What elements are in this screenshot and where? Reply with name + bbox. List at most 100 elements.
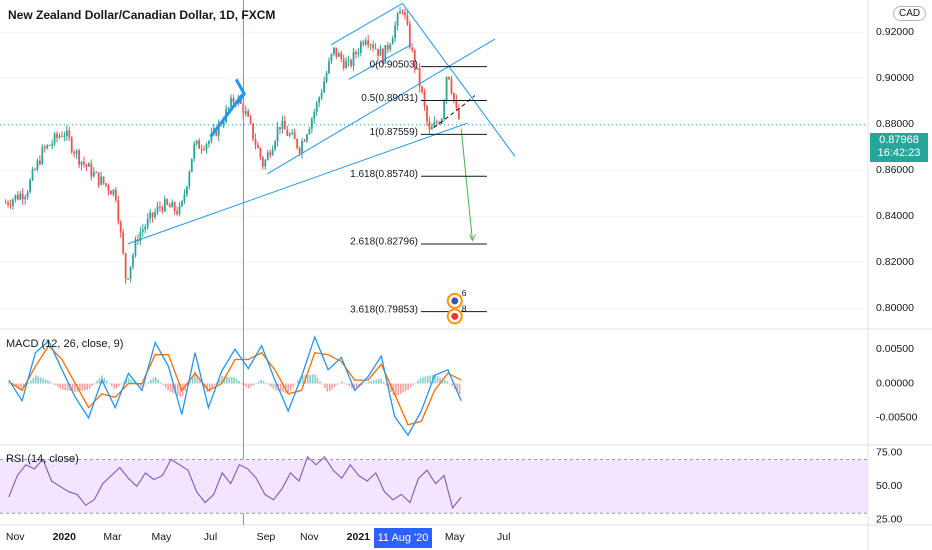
macd-histogram-bar — [422, 377, 424, 384]
candle-body — [124, 253, 127, 279]
macd-histogram-bar — [444, 379, 446, 384]
candle-body — [65, 130, 68, 136]
macd-histogram-bar — [306, 374, 309, 384]
rising-trendline[interactable] — [267, 38, 496, 175]
candle-body — [337, 53, 340, 57]
candle-body — [21, 193, 24, 200]
currency-badge[interactable]: CAD — [893, 6, 927, 21]
candle-body — [95, 172, 98, 174]
macd-pane[interactable]: 0.00500 0.00000 -0.00500 — [8, 335, 918, 437]
candle-body — [325, 73, 328, 82]
macd-histogram-bar — [319, 381, 321, 384]
rsi-label[interactable]: RSI (14, close) — [6, 453, 79, 465]
candle-body — [411, 47, 414, 51]
candle-body — [198, 140, 201, 149]
rsi-tick-label: 75.00 — [876, 447, 902, 459]
candle-body — [144, 226, 147, 230]
downtrend-line[interactable] — [402, 3, 516, 157]
momentum-arrow-head[interactable] — [234, 78, 247, 105]
candle-body — [178, 205, 181, 215]
candle-body — [63, 135, 66, 137]
candle-body — [80, 161, 83, 165]
candle-body — [7, 202, 9, 205]
candle-body — [249, 116, 252, 124]
candle-body — [450, 79, 453, 94]
macd-histogram-bar — [213, 383, 216, 386]
candle-body — [315, 102, 318, 112]
macd-histogram-bar — [98, 378, 101, 384]
candle-body — [132, 255, 134, 267]
time-tick-label: Nov — [6, 531, 25, 543]
macd-histogram-bar — [255, 383, 258, 385]
target-arrow[interactable] — [460, 128, 473, 241]
price-tick-label: 0.86000 — [876, 164, 914, 176]
macd-histogram-bar — [380, 378, 383, 384]
macd-histogram-bar — [140, 383, 142, 388]
macd-histogram-bar — [120, 383, 123, 385]
macd-histogram-bar — [169, 383, 172, 392]
macd-histogram-bar — [287, 383, 289, 394]
event-badges[interactable]: 68 — [446, 288, 467, 325]
macd-histogram-bar — [184, 383, 187, 392]
candle-body — [279, 127, 281, 130]
macd-histogram-bar — [270, 383, 272, 387]
dashed-projection-line[interactable] — [433, 105, 463, 129]
candle-body — [16, 194, 19, 200]
candle-body — [264, 160, 267, 167]
macd-histogram-bar — [434, 374, 436, 384]
macd-histogram-bar — [177, 383, 179, 396]
macd-histogram-bar — [245, 383, 248, 388]
macd-histogram-bar — [331, 383, 334, 390]
macd-histogram-bar — [226, 376, 228, 384]
candle-body — [188, 172, 191, 187]
macd-histogram-bar — [363, 383, 365, 385]
macd-histogram-bar — [404, 383, 407, 392]
macd-histogram-bar — [309, 374, 311, 384]
channel-top-line[interactable] — [330, 3, 403, 46]
uptrend-support-line[interactable] — [127, 122, 468, 245]
rsi-pane[interactable]: 75.00 50.00 25.00 — [0, 447, 902, 526]
macd-histogram-bar — [321, 383, 324, 385]
candle-body — [190, 158, 193, 173]
candle-body — [105, 183, 107, 186]
macd-histogram-bar — [377, 379, 380, 384]
symbol-title[interactable]: New Zealand Dollar/Canadian Dollar, 1D, … — [8, 8, 276, 22]
fibonacci-extension[interactable]: 0(0.90503) 0.5(0.89031) 1(0.87559) 1.618(0.… — [350, 59, 487, 315]
candle-body — [445, 76, 448, 101]
candle-body — [24, 196, 27, 200]
channel-bottom-line[interactable] — [348, 43, 414, 80]
macd-histogram-bar — [49, 381, 52, 384]
macd-tick-label: -0.00500 — [876, 412, 918, 424]
price-tick-label: 0.90000 — [876, 72, 914, 84]
candle-body — [114, 189, 117, 201]
candle-body — [159, 206, 161, 208]
candle-body — [53, 133, 56, 144]
candle-body — [457, 108, 460, 120]
candle-body — [384, 45, 387, 64]
candle-body — [176, 211, 178, 215]
macd-histogram-bar — [37, 376, 40, 384]
candle-body — [203, 149, 205, 151]
macd-histogram-bar — [74, 383, 76, 392]
target-arrow-head[interactable] — [468, 234, 476, 242]
macd-label[interactable]: MACD (12, 26, close, 9) — [6, 338, 124, 350]
macd-histogram-bar — [392, 383, 395, 396]
candle-body — [313, 111, 316, 119]
candle-body — [227, 107, 230, 109]
candle-body — [269, 152, 272, 156]
macd-histogram-bar — [113, 383, 115, 389]
candle-body — [374, 47, 377, 49]
time-tick-label: Mar — [103, 531, 122, 543]
macd-histogram-bar — [61, 383, 64, 390]
candle-body — [70, 137, 73, 152]
macd-histogram-bar — [243, 383, 245, 386]
price-tick-label: 0.92000 — [876, 26, 914, 38]
candle-body — [217, 122, 220, 136]
candle-body — [110, 190, 112, 195]
macd-histogram-bar — [106, 380, 108, 384]
drawing-tools[interactable] — [127, 0, 516, 525]
candle-body — [75, 150, 78, 154]
candle-body — [48, 145, 51, 147]
candle-body — [127, 278, 129, 280]
